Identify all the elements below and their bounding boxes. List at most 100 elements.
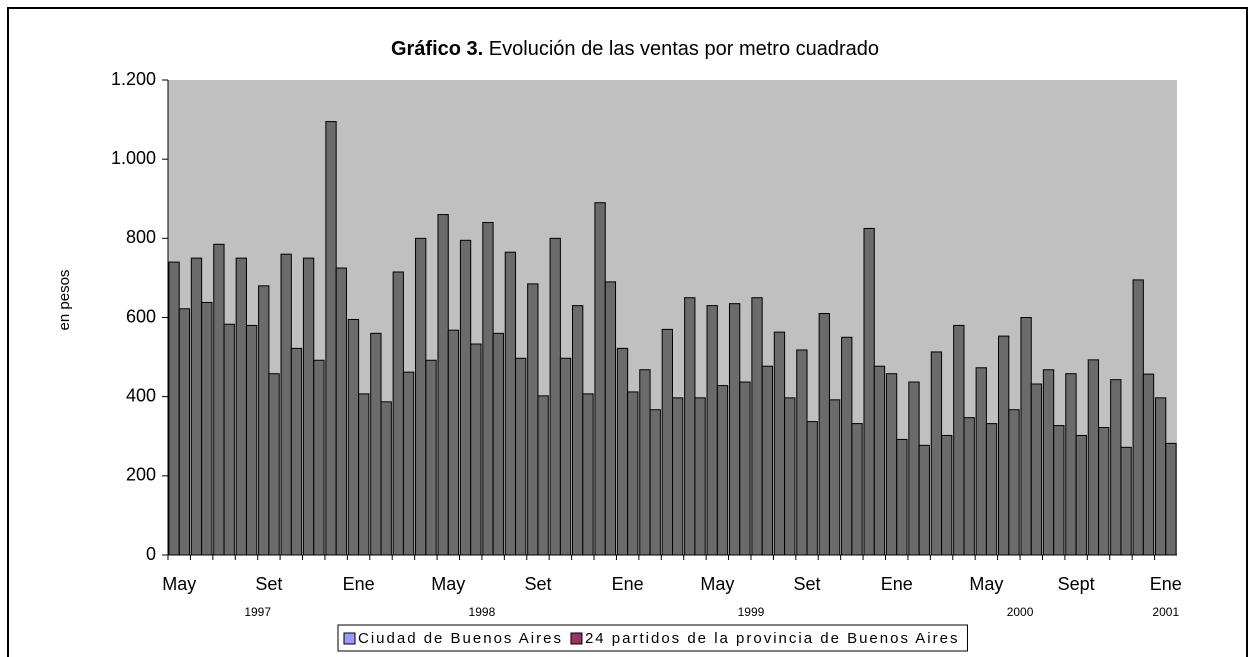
bar	[470, 343, 482, 556]
y-tick-label: 1.200	[111, 69, 156, 89]
bar	[1030, 383, 1043, 556]
bar	[1020, 317, 1032, 556]
bar	[918, 444, 930, 556]
bar	[459, 239, 472, 556]
bar	[639, 369, 651, 556]
title-bold: Gráfico 3.	[391, 38, 483, 60]
bar	[325, 121, 337, 556]
bar	[290, 347, 303, 556]
bar	[985, 423, 998, 556]
bar	[280, 253, 292, 556]
bar	[796, 349, 808, 556]
x-tick-label: Set	[255, 574, 282, 594]
year-label: 1999	[738, 605, 765, 619]
bar	[661, 328, 674, 556]
year-label: 1997	[244, 605, 271, 619]
x-tick-label: May	[162, 574, 196, 594]
bar	[268, 373, 280, 556]
legend-label: 24 partidos de la provincia de Buenos Ai…	[585, 630, 960, 647]
bar	[1165, 442, 1177, 556]
y-axis-label: en pesos	[56, 270, 73, 331]
bar	[190, 257, 203, 556]
bar	[806, 421, 818, 556]
y-tick-label: 0	[146, 544, 156, 564]
y-tick-label: 800	[126, 227, 156, 247]
bar	[313, 359, 325, 556]
bar	[751, 297, 763, 556]
bar	[358, 393, 370, 556]
y-tick-label: 1.000	[111, 148, 156, 168]
bar	[302, 257, 315, 556]
bar	[1154, 397, 1167, 556]
bar	[1065, 373, 1077, 556]
bar	[863, 227, 875, 556]
x-tick-label: May	[700, 574, 734, 594]
bar	[1110, 379, 1122, 556]
bar	[258, 285, 270, 556]
bar	[818, 313, 830, 556]
bar	[178, 308, 191, 556]
bar	[549, 237, 561, 556]
bar	[1008, 409, 1020, 556]
bar	[930, 351, 943, 556]
legend: Ciudad de Buenos Aires 24 partidos de la …	[337, 624, 968, 652]
bar	[694, 397, 706, 556]
x-tick-label: May	[431, 574, 465, 594]
x-tick-label: Ene	[612, 574, 644, 594]
bar	[235, 257, 247, 556]
bar	[773, 331, 786, 556]
x-tick-label: Set	[524, 574, 551, 594]
bar	[559, 357, 572, 556]
bar	[392, 271, 404, 556]
bar	[1075, 434, 1087, 556]
bar	[594, 202, 606, 556]
bar	[482, 222, 494, 556]
legend-box	[337, 624, 968, 652]
bar	[402, 371, 415, 556]
bar	[684, 297, 696, 556]
bar	[941, 434, 953, 556]
title-text: Evolución de las ventas por metro cuadra…	[489, 38, 879, 60]
bar	[998, 335, 1010, 556]
bar	[1042, 369, 1055, 556]
bar	[841, 336, 853, 556]
chart-title: Gráfico 3. Evolución de las ventas por m…	[391, 38, 879, 60]
bar	[963, 417, 975, 556]
bar	[1120, 446, 1132, 556]
y-tick-label: 600	[126, 306, 156, 326]
legend-label: Ciudad de Buenos Aires	[358, 630, 563, 647]
bar	[527, 283, 539, 556]
y-tick-label: 200	[126, 465, 156, 485]
bar	[1087, 359, 1100, 556]
bar	[716, 385, 729, 556]
bar	[672, 397, 684, 556]
year-label: 2000	[1007, 605, 1034, 619]
bar	[370, 332, 382, 556]
bar	[515, 357, 527, 556]
year-label: 2001	[1152, 605, 1179, 619]
bar	[335, 267, 347, 556]
bar	[761, 365, 774, 556]
bar	[447, 329, 460, 556]
bar	[571, 305, 584, 556]
bar	[1098, 427, 1110, 556]
bar	[492, 332, 504, 556]
bar	[168, 261, 180, 556]
bar	[425, 359, 437, 556]
bar	[828, 399, 841, 556]
bar	[201, 301, 213, 556]
bar	[873, 365, 886, 556]
legend-swatch	[570, 632, 583, 645]
bar	[1053, 425, 1065, 556]
bar	[1142, 373, 1155, 556]
year-label: 1998	[469, 605, 496, 619]
x-tick-label: Ene	[1150, 574, 1182, 594]
x-tick-label: Ene	[343, 574, 375, 594]
bar	[582, 393, 594, 556]
bar	[649, 409, 661, 556]
bar	[953, 324, 965, 556]
bar	[896, 438, 908, 556]
x-tick-label: Ene	[881, 574, 913, 594]
bar	[1132, 279, 1144, 556]
y-tick-label: 400	[126, 385, 156, 405]
